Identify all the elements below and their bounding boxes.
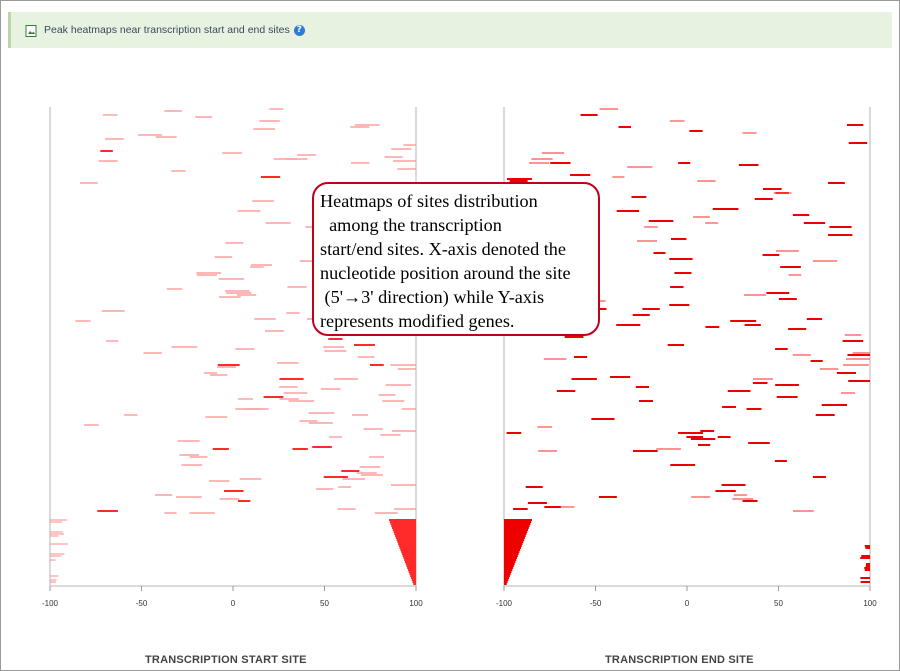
annotation-line: represents modified genes. [320, 311, 515, 331]
annotation-callout: Heatmaps of sites distribution among the… [312, 182, 600, 336]
x-tick-label: -100 [496, 599, 513, 608]
panel-header: Peak heatmaps near transcription start a… [8, 12, 892, 48]
x-tick-label: 50 [320, 599, 329, 608]
x-tick-label: 100 [409, 599, 423, 608]
x-tick-label: -50 [590, 599, 602, 608]
annotation-line: nucleotide position around the site [320, 263, 571, 283]
question-circle-icon[interactable]: ? [293, 24, 305, 36]
x-axis-title-start: TRANSCRIPTION START SITE [145, 654, 307, 666]
annotation-line: Heatmaps of sites distribution [320, 191, 538, 211]
image-file-icon [25, 24, 37, 37]
panel-title: Peak heatmaps near transcription start a… [44, 24, 290, 36]
annotation-line: among the transcription [320, 215, 502, 235]
x-tick-label: 0 [231, 599, 236, 608]
x-tick-label: -100 [42, 599, 59, 608]
annotation-line: start/end sites. X-axis denoted the [320, 239, 566, 259]
x-axis-title-end: TRANSCRIPTION END SITE [605, 654, 754, 666]
annotation-line: (5'→3' direction) while Y-axis [320, 287, 545, 307]
x-tick-label: 0 [685, 599, 690, 608]
x-tick-label: 50 [774, 599, 783, 608]
x-tick-label: -50 [136, 599, 148, 608]
x-tick-label: 100 [863, 599, 877, 608]
